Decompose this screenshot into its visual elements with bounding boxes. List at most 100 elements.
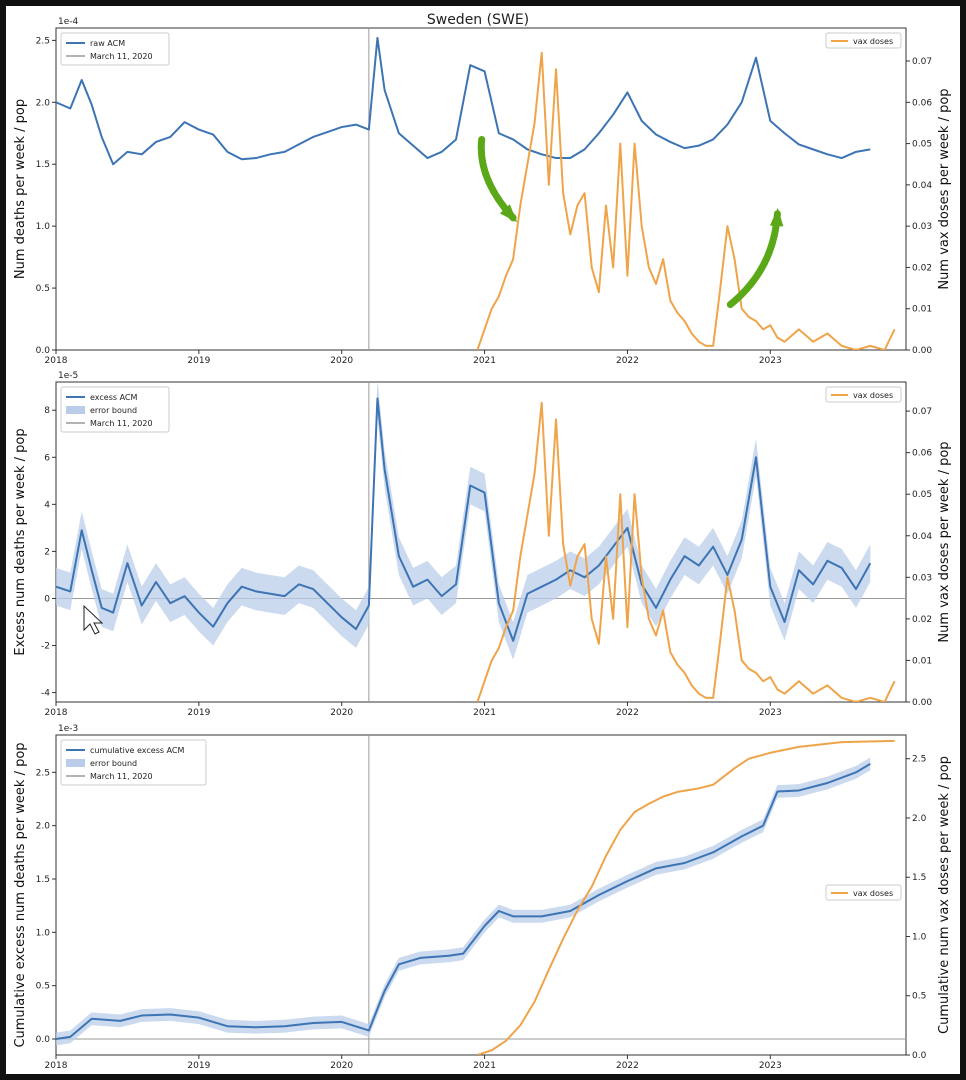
y-right-tick-label: 0.07 (912, 57, 932, 67)
legend-item-label: vax doses (853, 37, 893, 46)
vax-doses-line (477, 739, 895, 1055)
x-tick-label: 2018 (45, 708, 68, 718)
x-tick-label: 2020 (330, 1061, 353, 1071)
x-tick-label: 2023 (759, 356, 782, 366)
x-tick-label: 2023 (759, 1061, 782, 1071)
figure-canvas: Sweden (SWE) 2018 2019 2020 2021 2022 2023 0.0… (13, 12, 952, 1071)
legend-right (825, 386, 902, 403)
y-right-tick-label: 0.03 (912, 573, 932, 583)
scale-factor: 1e-4 (58, 17, 79, 27)
y-right-tick-label: 0.04 (912, 181, 932, 191)
plot-area-3 (55, 734, 907, 1056)
x-tick-label: 2022 (616, 708, 639, 718)
y-left-tick-label: 2.5 (36, 768, 50, 778)
y-left-tick-label: -4 (41, 689, 50, 699)
y-left-tick-label: 2.5 (36, 36, 50, 46)
y-left-tick-label: 4 (44, 500, 50, 510)
y-right-tick-label: 0.05 (912, 490, 932, 500)
y-right-tick-label: 2.5 (912, 755, 926, 765)
y-left-tick-label: 8 (44, 406, 50, 416)
legend-right (825, 884, 902, 901)
x-tick-label: 2020 (330, 356, 353, 366)
x-tick-label: 2019 (187, 356, 210, 366)
y-right-tick-label: 0.06 (912, 98, 932, 108)
scale-factor: 1e-5 (58, 371, 78, 381)
x-tick-label: 2020 (330, 708, 353, 718)
legend-item-label: error bound (90, 759, 137, 768)
y-right-tick-label: 0.0 (912, 1051, 927, 1061)
x-tick-label: 2022 (616, 356, 639, 366)
y-right-tick-label: 1.0 (912, 932, 927, 942)
y-right-tick-label: 0.02 (912, 615, 932, 625)
y-right-tick-label: 0.06 (912, 449, 932, 459)
y-right-tick-label: 0.07 (912, 407, 932, 417)
legend-item-label: error bound (90, 406, 137, 415)
y-axis-label-right: Num vax doses per week / pop (937, 88, 952, 289)
legend-left (60, 386, 170, 433)
x-tick-label: 2018 (45, 356, 68, 366)
y-left-tick-label: 1.5 (36, 160, 50, 170)
error-band (56, 382, 871, 660)
y-left-tick-label: -2 (41, 642, 50, 652)
y-right-tick-label: 0.05 (912, 140, 932, 150)
cumulative-excess-acm-line (56, 762, 871, 1040)
y-right-tick-label: 0.5 (912, 992, 926, 1002)
vax-doses-line (476, 401, 896, 702)
y-left-tick-label: 0 (44, 594, 50, 604)
x-tick-label: 2022 (616, 1061, 639, 1071)
x-tick-label: 2021 (473, 356, 496, 366)
y-axis-label-left: Num deaths per week / pop (13, 99, 28, 279)
y-axis-label-right: Cumulative num vax doses per week / pop (937, 756, 952, 1034)
x-tick-label: 2019 (187, 1061, 210, 1071)
x-tick-label: 2018 (45, 1061, 68, 1071)
y-axis-label-left: Excess num deaths per week / pop (13, 428, 28, 655)
legend-item-label: raw ACM (90, 39, 125, 48)
legend-item-label: vax doses (853, 391, 893, 400)
legend-item-label: cumulative excess ACM (90, 746, 185, 755)
legend-left (60, 32, 170, 66)
x-tick-label: 2023 (759, 708, 782, 718)
y-left-tick-label: 2 (44, 547, 50, 557)
excess-acm-line (56, 397, 872, 642)
raw-acm-line (56, 36, 871, 166)
y-right-tick-label: 0.00 (912, 698, 932, 708)
y-left-tick-label: 2.0 (36, 98, 51, 108)
legend-item-label: March 11, 2020 (90, 772, 153, 781)
y-right-tick-label: 0.04 (912, 532, 932, 542)
legend-right (825, 32, 902, 49)
figure-frame: Sweden (SWE) 2018 2019 2020 2021 2022 2023 0.0… (6, 6, 960, 1074)
y-left-tick-label: 0.5 (36, 284, 50, 294)
y-left-tick-label: 1.5 (36, 875, 50, 885)
y-right-tick-label: 0.00 (912, 346, 932, 356)
y-left-tick-label: 0.5 (36, 982, 50, 992)
y-left-tick-label: 0.0 (36, 346, 51, 356)
x-tick-label: 2019 (187, 708, 210, 718)
y-right-tick-label: 0.01 (912, 656, 932, 666)
figure-title: Sweden (SWE) (427, 12, 529, 28)
y-right-tick-label: 0.03 (912, 222, 932, 232)
data-layer (56, 739, 895, 1055)
green-arrow-head (769, 207, 784, 227)
legend-item-label: excess ACM (90, 393, 137, 402)
mouse-cursor-icon (83, 604, 104, 635)
legend-swatch-band (66, 406, 85, 414)
x-tick-label: 2021 (473, 708, 496, 718)
green-arrow-head (499, 204, 518, 223)
scale-factor: 1e-3 (58, 724, 78, 734)
y-right-tick-label: 0.01 (912, 305, 932, 315)
data-layer (56, 382, 896, 702)
y-right-tick-label: 2.0 (912, 814, 927, 824)
legend-item-label: March 11, 2020 (90, 52, 153, 61)
plot-area-1 (55, 27, 907, 351)
y-left-tick-label: 2.0 (36, 822, 51, 832)
y-left-tick-label: 6 (44, 453, 50, 463)
y-right-tick-label: 1.5 (912, 873, 926, 883)
y-right-tick-label: 0.02 (912, 263, 932, 273)
data-layer (56, 36, 896, 350)
y-axis-label-right: Num vax doses per week / pop (937, 441, 952, 642)
legend-swatch-band (66, 759, 85, 767)
y-left-tick-label: 0.0 (36, 1035, 51, 1045)
legend-item-label: vax doses (853, 889, 893, 898)
y-left-tick-label: 1.0 (36, 928, 51, 938)
legend-left (60, 739, 207, 786)
